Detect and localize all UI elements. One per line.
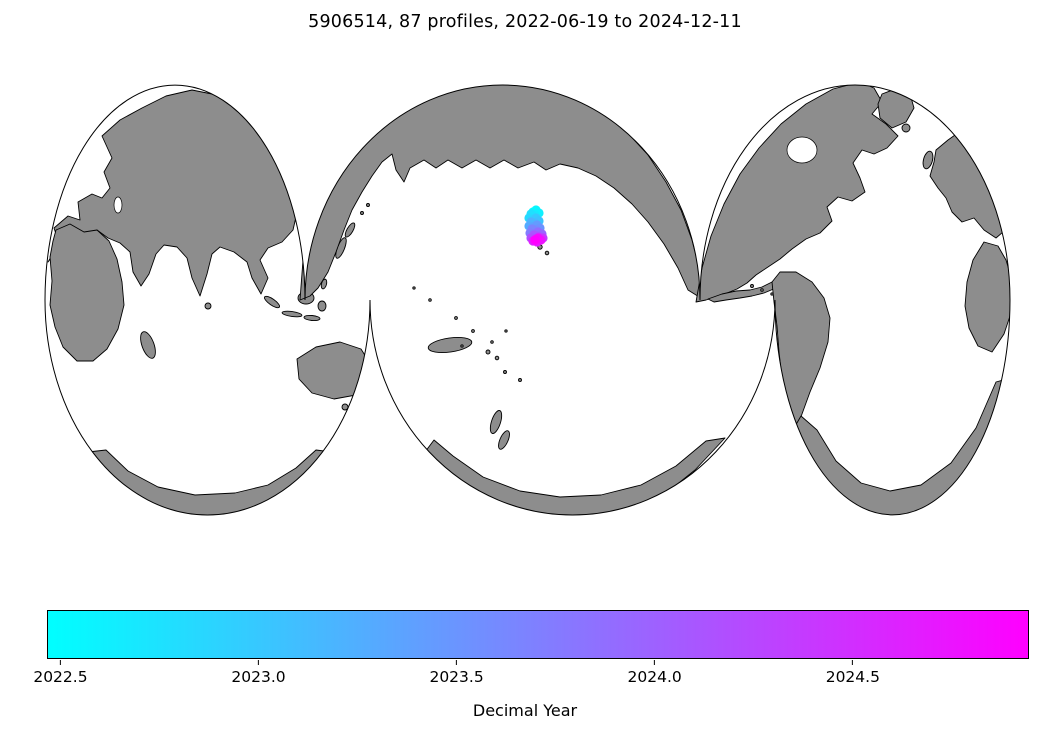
colorbar-axis-label: Decimal Year [472,701,578,720]
islands-pacific [412,244,550,348]
tick-mark [456,660,458,665]
island-iceland [901,123,911,133]
landmass-africa-west [964,241,1010,353]
figure-title: 5906514, 87 profiles, 2022-06-19 to 2024… [308,12,742,32]
island-britain [922,150,934,170]
tick-label: 2023.0 [231,668,286,686]
landmass-north-america [695,84,899,303]
pacific-islet [460,344,464,348]
landmass-europe [929,129,1010,239]
tick-mark [852,660,854,665]
island-nz-south [498,430,510,450]
tick-label: 2023.5 [429,668,484,686]
hudson-bay [786,136,818,164]
island-sri-lanka [204,302,212,310]
caribbean-islet [750,284,754,288]
landmass-pacific-rim [299,84,705,301]
profile-marker [530,235,540,245]
tick-label: 2022.5 [33,668,88,686]
island-sumatra [263,295,281,309]
island-fiji [518,378,522,382]
tick-mark [258,660,260,665]
island-hokkaido [344,222,356,238]
pacific-islet [490,340,494,344]
island-solomon-1 [485,349,491,355]
pacific-islet [471,329,475,333]
colorbar-tick: 2024.0 [628,660,682,686]
tick-label: 2024.0 [627,668,682,686]
colorbar-tick: 2022.5 [33,660,88,686]
caspian-sea [113,196,123,214]
pacific-islet [412,286,416,290]
islet-near-float-2 [544,250,550,256]
landmass-antarctica-middle [424,437,726,515]
landmass-antarctica-right [793,377,1010,515]
island-lesser-sunda [303,314,321,322]
colorbar [47,610,1029,659]
landmass-antarctica-left [87,449,333,515]
projection-outline [44,84,1011,516]
landmass-africa-east [49,223,125,362]
world-map [44,84,1011,516]
landmass-eurasia [47,89,299,297]
island-kuril-1 [360,211,364,215]
island-madagascar [140,331,156,359]
island-solomon-2 [494,355,500,361]
islands-new-zealand [489,410,510,450]
profile-markers [524,205,548,247]
landmass-south-america [771,271,831,431]
island-sulawesi [317,300,327,312]
island-kuril-2 [366,203,370,207]
tick-mark [654,660,656,665]
island-philippines-2 [320,278,328,290]
island-vanuatu [503,370,507,374]
colorbar-tick: 2024.5 [826,660,880,686]
tick-mark [59,660,61,665]
caribbean-islet [760,288,764,292]
island-java [281,310,303,318]
landmasses [47,84,1010,515]
island-new-guinea [427,336,473,354]
colorbar-tick: 2023.5 [429,660,484,686]
pacific-islet [504,329,508,333]
pacific-islet [428,298,432,302]
landmass-australia [296,341,372,400]
tick-label: 2024.5 [825,668,880,686]
island-nz-north [489,410,503,434]
pacific-islet [454,316,458,320]
colorbar-tick: 2023.0 [231,660,286,686]
